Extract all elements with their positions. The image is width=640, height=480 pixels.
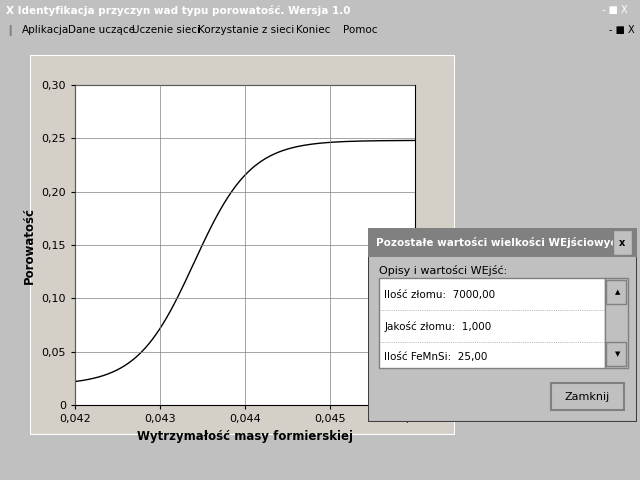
Text: x: x [619,238,625,248]
Text: Zamknij: Zamknij [564,392,610,402]
Text: Koniec: Koniec [296,25,330,35]
Bar [368,228,637,257]
Text: Uczenie sieci: Uczenie sieci [132,25,200,35]
Text: Ilość złomu:  7000,00: Ilość złomu: 7000,00 [384,290,495,300]
Text: - ■ X: - ■ X [609,25,635,35]
Text: ❙: ❙ [5,24,14,36]
Bar [605,278,628,368]
Y-axis label: Porowatość: Porowatość [23,206,36,284]
Bar [606,342,626,366]
Text: ▼: ▼ [615,351,620,357]
Bar [612,230,632,255]
Text: Pomoc: Pomoc [343,25,378,35]
Text: Jakość złomu:  1,000: Jakość złomu: 1,000 [384,322,492,333]
Text: Dane uczące: Dane uczące [68,25,135,35]
Text: Opisy i wartości WEjść:: Opisy i wartości WEjść: [379,265,507,276]
X-axis label: Wytrzymałość masy formierskiej: Wytrzymałość masy formierskiej [137,430,353,443]
Bar [551,383,623,410]
Bar [379,278,605,368]
Bar [606,280,626,304]
Text: X Identyfikacja przyczyn wad typu porowatość. Wersja 1.0: X Identyfikacja przyczyn wad typu porowa… [6,4,351,15]
Text: Ilość FeMnSi:  25,00: Ilość FeMnSi: 25,00 [384,352,488,362]
Text: - ■ X: - ■ X [602,5,627,15]
Text: Pozostałe wartości wielkości WEjściowych: Pozostałe wartości wielkości WEjściowych [376,237,624,248]
Text: Korzystanie z sieci: Korzystanie z sieci [198,25,294,35]
Text: Aplikacja: Aplikacja [22,25,69,35]
Text: ▲: ▲ [615,289,620,295]
